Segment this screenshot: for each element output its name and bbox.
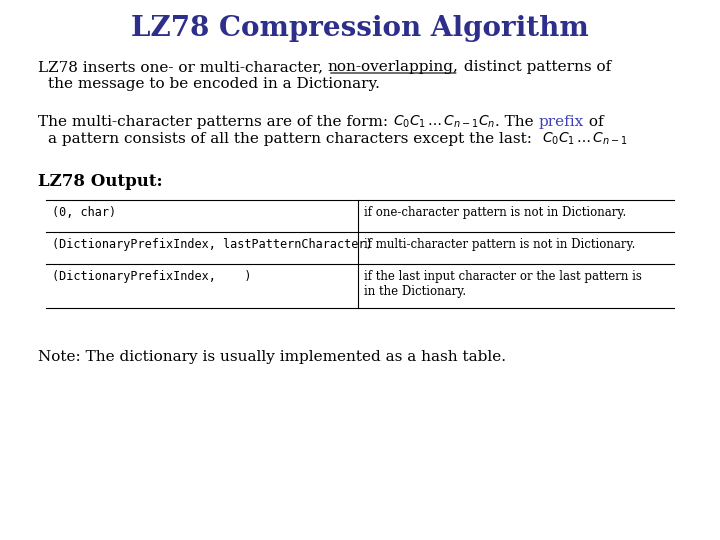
Text: (DictionaryPrefixIndex,    ): (DictionaryPrefixIndex, ) xyxy=(52,270,251,283)
Text: LZ78 Compression Algorithm: LZ78 Compression Algorithm xyxy=(131,15,589,42)
Text: the message to be encoded in a Dictionary.: the message to be encoded in a Dictionar… xyxy=(48,77,380,91)
Text: if the last input character or the last pattern is
in the Dictionary.: if the last input character or the last … xyxy=(364,270,642,298)
Text: LZ78 inserts one- or multi-character,: LZ78 inserts one- or multi-character, xyxy=(38,60,328,74)
Text: if multi-character pattern is not in Dictionary.: if multi-character pattern is not in Dic… xyxy=(364,238,635,251)
Text: . The: . The xyxy=(495,114,539,129)
Text: (0, char): (0, char) xyxy=(52,206,116,219)
Text: Note: The dictionary is usually implemented as a hash table.: Note: The dictionary is usually implemen… xyxy=(38,350,506,365)
Text: The multi-character patterns are of the form:: The multi-character patterns are of the … xyxy=(38,114,393,129)
Text: $C_0C_1\,\ldots\,C_{n-1}$: $C_0C_1\,\ldots\,C_{n-1}$ xyxy=(541,131,628,147)
Text: LZ78 Output:: LZ78 Output: xyxy=(38,173,163,190)
Text: prefix: prefix xyxy=(539,114,584,129)
Text: non-overlapping,: non-overlapping, xyxy=(328,60,459,74)
Text: distinct patterns of: distinct patterns of xyxy=(459,60,611,74)
Text: a pattern consists of all the pattern characters except the last:: a pattern consists of all the pattern ch… xyxy=(48,132,541,146)
Text: if one-character pattern is not in Dictionary.: if one-character pattern is not in Dicti… xyxy=(364,206,626,219)
Text: of: of xyxy=(584,114,604,129)
Text: $C_0C_1\,\ldots\,C_{n-1}C_n$: $C_0C_1\,\ldots\,C_{n-1}C_n$ xyxy=(393,113,495,130)
Text: (DictionaryPrefixIndex, lastPatternCharacter): (DictionaryPrefixIndex, lastPatternChara… xyxy=(52,238,373,251)
